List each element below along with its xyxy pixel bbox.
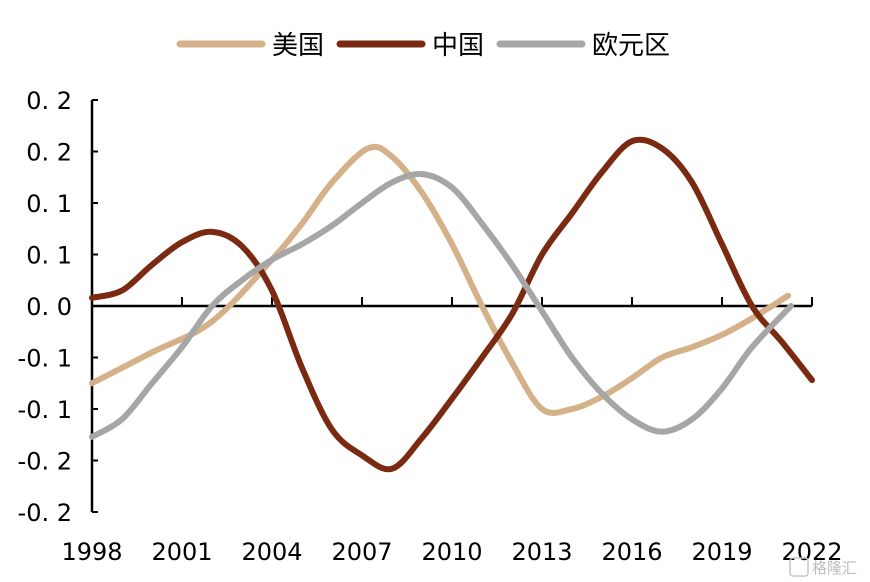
- y-tick-label: -0. 1: [18, 396, 72, 424]
- series-layer: [89, 136, 815, 473]
- x-tick-label: 1998: [61, 538, 122, 566]
- legend: 美国 中国 欧元区: [176, 31, 670, 61]
- x-tick-label: 2022: [781, 538, 842, 566]
- legend-label: 美国: [272, 31, 324, 61]
- series-line-中国: [89, 136, 815, 473]
- x-tick-label: 2004: [241, 538, 302, 566]
- x-tick-label: 2013: [511, 538, 572, 566]
- series-line-欧元区: [89, 171, 794, 440]
- y-tick-label: 0. 1: [26, 190, 72, 218]
- y-tick-label: -0. 2: [18, 448, 72, 476]
- x-tick-label: 2010: [421, 538, 482, 566]
- legend-label: 欧元区: [592, 31, 670, 61]
- watermark-text: 格隆汇: [812, 559, 857, 577]
- y-tick-label: -0. 1: [18, 345, 72, 373]
- legend-label: 中国: [432, 31, 484, 61]
- y-tick-label: 0. 1: [26, 242, 72, 270]
- x-tick-label: 2019: [691, 538, 752, 566]
- series-line-美国: [89, 143, 791, 416]
- x-axis: 1998 2001 2004 2007 2010 2013 2016 2019 2022: [61, 297, 843, 566]
- y-tick-label: 0. 2: [26, 139, 72, 167]
- watermark-logo: 格隆汇: [789, 557, 857, 577]
- y-tick-label: 0. 0: [26, 293, 72, 321]
- x-tick-label: 2016: [601, 538, 662, 566]
- y-tick-label: -0. 2: [18, 499, 72, 527]
- y-tick-label: 0. 2: [26, 87, 72, 115]
- watermark-logo-icon: [789, 557, 809, 577]
- x-tick-label: 2007: [331, 538, 392, 566]
- x-tick-label: 2001: [151, 538, 212, 566]
- y-axis: 0. 2 0. 2 0. 1 0. 1 0. 0 -0. 1 -0. 1 -0. 2 -0. 2: [18, 87, 98, 527]
